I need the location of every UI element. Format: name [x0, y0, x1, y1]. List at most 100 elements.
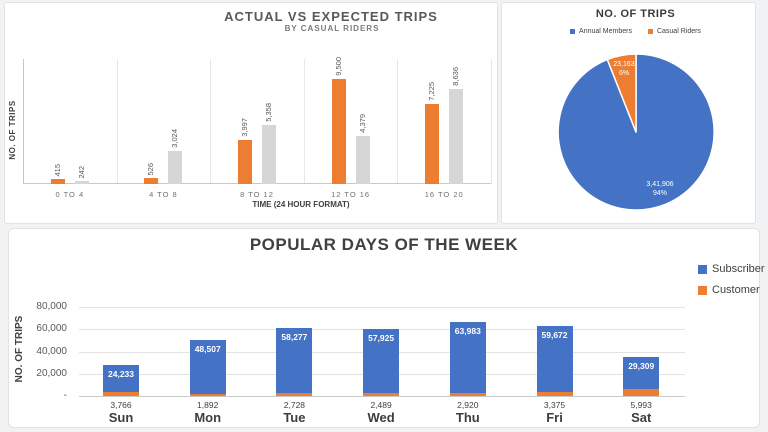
expected-bar [74, 181, 89, 184]
expected-value-label: 242 [76, 165, 86, 179]
y-axis-tick-label: - [63, 390, 67, 401]
expected-value-label: 4,379 [357, 113, 367, 133]
stacked-bar [623, 356, 660, 396]
x-axis-title: TIME (24 HOUR FORMAT) [252, 200, 350, 209]
actual-bar [425, 104, 440, 184]
pie-chart [558, 54, 714, 210]
y-axis-title: NO. OF TRIPS [8, 100, 17, 160]
gridline [491, 59, 492, 184]
subscriber-segment [623, 356, 660, 390]
bar-plot-area: 415 242 0 TO 4 526 3,024 4 TO 8 3,997 5,358 8 TO… [23, 57, 492, 199]
legend-item-customer: Customer [698, 284, 765, 296]
subscriber-value-label: 63,983 [454, 325, 481, 336]
pie-label-annual-members: 3,41,906 94% [646, 181, 674, 197]
stacked-bar [103, 364, 139, 396]
gridline [210, 59, 212, 184]
subscriber-segment [103, 364, 139, 392]
actual-bar [331, 79, 346, 184]
actual-vs-expected-chart-panel: ACTUAL VS EXPECTED TRIPS BY CASUAL RIDER… [4, 2, 498, 224]
chart-subtitle: BY CASUAL RIDERS [284, 24, 380, 33]
subscriber-value-label: 29,309 [628, 360, 655, 371]
day-label: Sun [108, 410, 134, 425]
stacked-bar [363, 328, 400, 396]
chart-title: NO. OF TRIPS [595, 8, 676, 20]
x-axis-tick-label: 12 TO 16 [331, 190, 371, 199]
expected-bar [449, 88, 464, 184]
stacked-bar [536, 325, 573, 396]
subscriber-value-label: 48,507 [194, 343, 221, 354]
y-axis-tick-label: 40,000 [36, 345, 67, 357]
day-label: Wed [367, 410, 395, 425]
expected-bar [355, 135, 370, 184]
legend-swatch-icon [570, 29, 576, 34]
y-axis-tick-label: 20,000 [36, 367, 67, 379]
subscriber-segment [189, 339, 226, 394]
expected-value-label: 3,024 [170, 128, 180, 148]
x-axis-tick-label: 0 TO 4 [55, 190, 85, 199]
actual-value-label: 415 [52, 163, 62, 177]
customer-value-label: 3,766 [110, 400, 132, 410]
customer-segment [449, 392, 486, 396]
day-label: Tue [283, 410, 306, 425]
subscriber-value-label: 58,277 [281, 332, 308, 343]
stacked-bar [449, 321, 486, 396]
day-label: Thu [455, 410, 480, 425]
pie-legend: Annual Members Casual Riders [516, 28, 755, 35]
x-axis-tick-label: 8 TO 12 [240, 190, 274, 199]
popular-days-chart-panel: POPULAR DAYS OF THE WEEK NO. OF TRIPS 80… [8, 228, 765, 428]
legend-label: Customer [712, 284, 760, 296]
legend-swatch-icon [698, 264, 707, 274]
subscriber-value-label: 57,925 [368, 332, 395, 343]
customer-segment [276, 393, 313, 396]
subscriber-value-label: 59,672 [541, 329, 568, 340]
gridline [397, 59, 399, 184]
x-axis-line [23, 183, 491, 184]
day-label: Fri [546, 410, 563, 425]
gridline [303, 59, 305, 184]
legend-item-annual-members: Annual Members [570, 28, 632, 35]
customer-segment [623, 389, 660, 396]
expected-bar [168, 150, 183, 184]
customer-segment [536, 392, 573, 396]
expected-value-label: 8,636 [451, 66, 461, 86]
gridline [116, 59, 118, 184]
subscriber-segment [276, 328, 313, 393]
subscriber-segment [449, 321, 486, 393]
customer-value-label: 2,920 [457, 400, 479, 410]
stacked-bar-plot-area: 80,000 60,000 40,000 20,000 - 24,233 3,766 Sun 4… [36, 301, 685, 425]
legend-swatch-icon [698, 285, 707, 295]
actual-value-label: 526 [146, 162, 156, 176]
y-axis-tick-label: 80,000 [36, 301, 67, 312]
x-axis-tick-label: 4 TO 8 [149, 190, 178, 199]
actual-bar [50, 179, 65, 184]
chart-title: POPULAR DAYS OF THE WEEK [249, 235, 519, 254]
stacked-bar [276, 328, 313, 396]
x-axis-tick-label: 16 TO 20 [424, 190, 464, 199]
customer-segment [103, 391, 139, 396]
customer-segment [189, 393, 226, 396]
customer-value-label: 5,993 [630, 400, 652, 410]
actual-value-label: 3,997 [240, 118, 249, 137]
expected-bar [262, 124, 276, 184]
subscriber-value-label: 24,233 [108, 368, 134, 379]
chart-title: ACTUAL VS EXPECTED TRIPS [224, 9, 438, 24]
subscriber-segment [363, 328, 400, 394]
chart-legend: Subscriber Customer [698, 263, 765, 296]
customer-value-label: 1,892 [197, 400, 219, 410]
actual-bar [238, 139, 252, 184]
customer-value-label: 2,489 [370, 400, 392, 410]
legend-swatch-icon [647, 29, 653, 34]
legend-label: Subscriber [712, 263, 765, 275]
legend-item-subscriber: Subscriber [698, 263, 765, 275]
legend-item-casual-riders: Casual Riders [647, 28, 701, 35]
day-label: Sat [631, 410, 652, 425]
gridline [79, 307, 685, 308]
trips-share-pie-panel: NO. OF TRIPS Annual Members Casual Rider… [501, 2, 756, 224]
x-axis-line [79, 396, 685, 397]
pie-slice-casual-riders [606, 54, 637, 133]
y-axis-tick-label: 60,000 [36, 323, 67, 335]
customer-value-label: 2,728 [283, 400, 306, 410]
pie-label-casual-riders: 23,163 6% [613, 61, 635, 77]
y-axis-line [23, 59, 24, 184]
